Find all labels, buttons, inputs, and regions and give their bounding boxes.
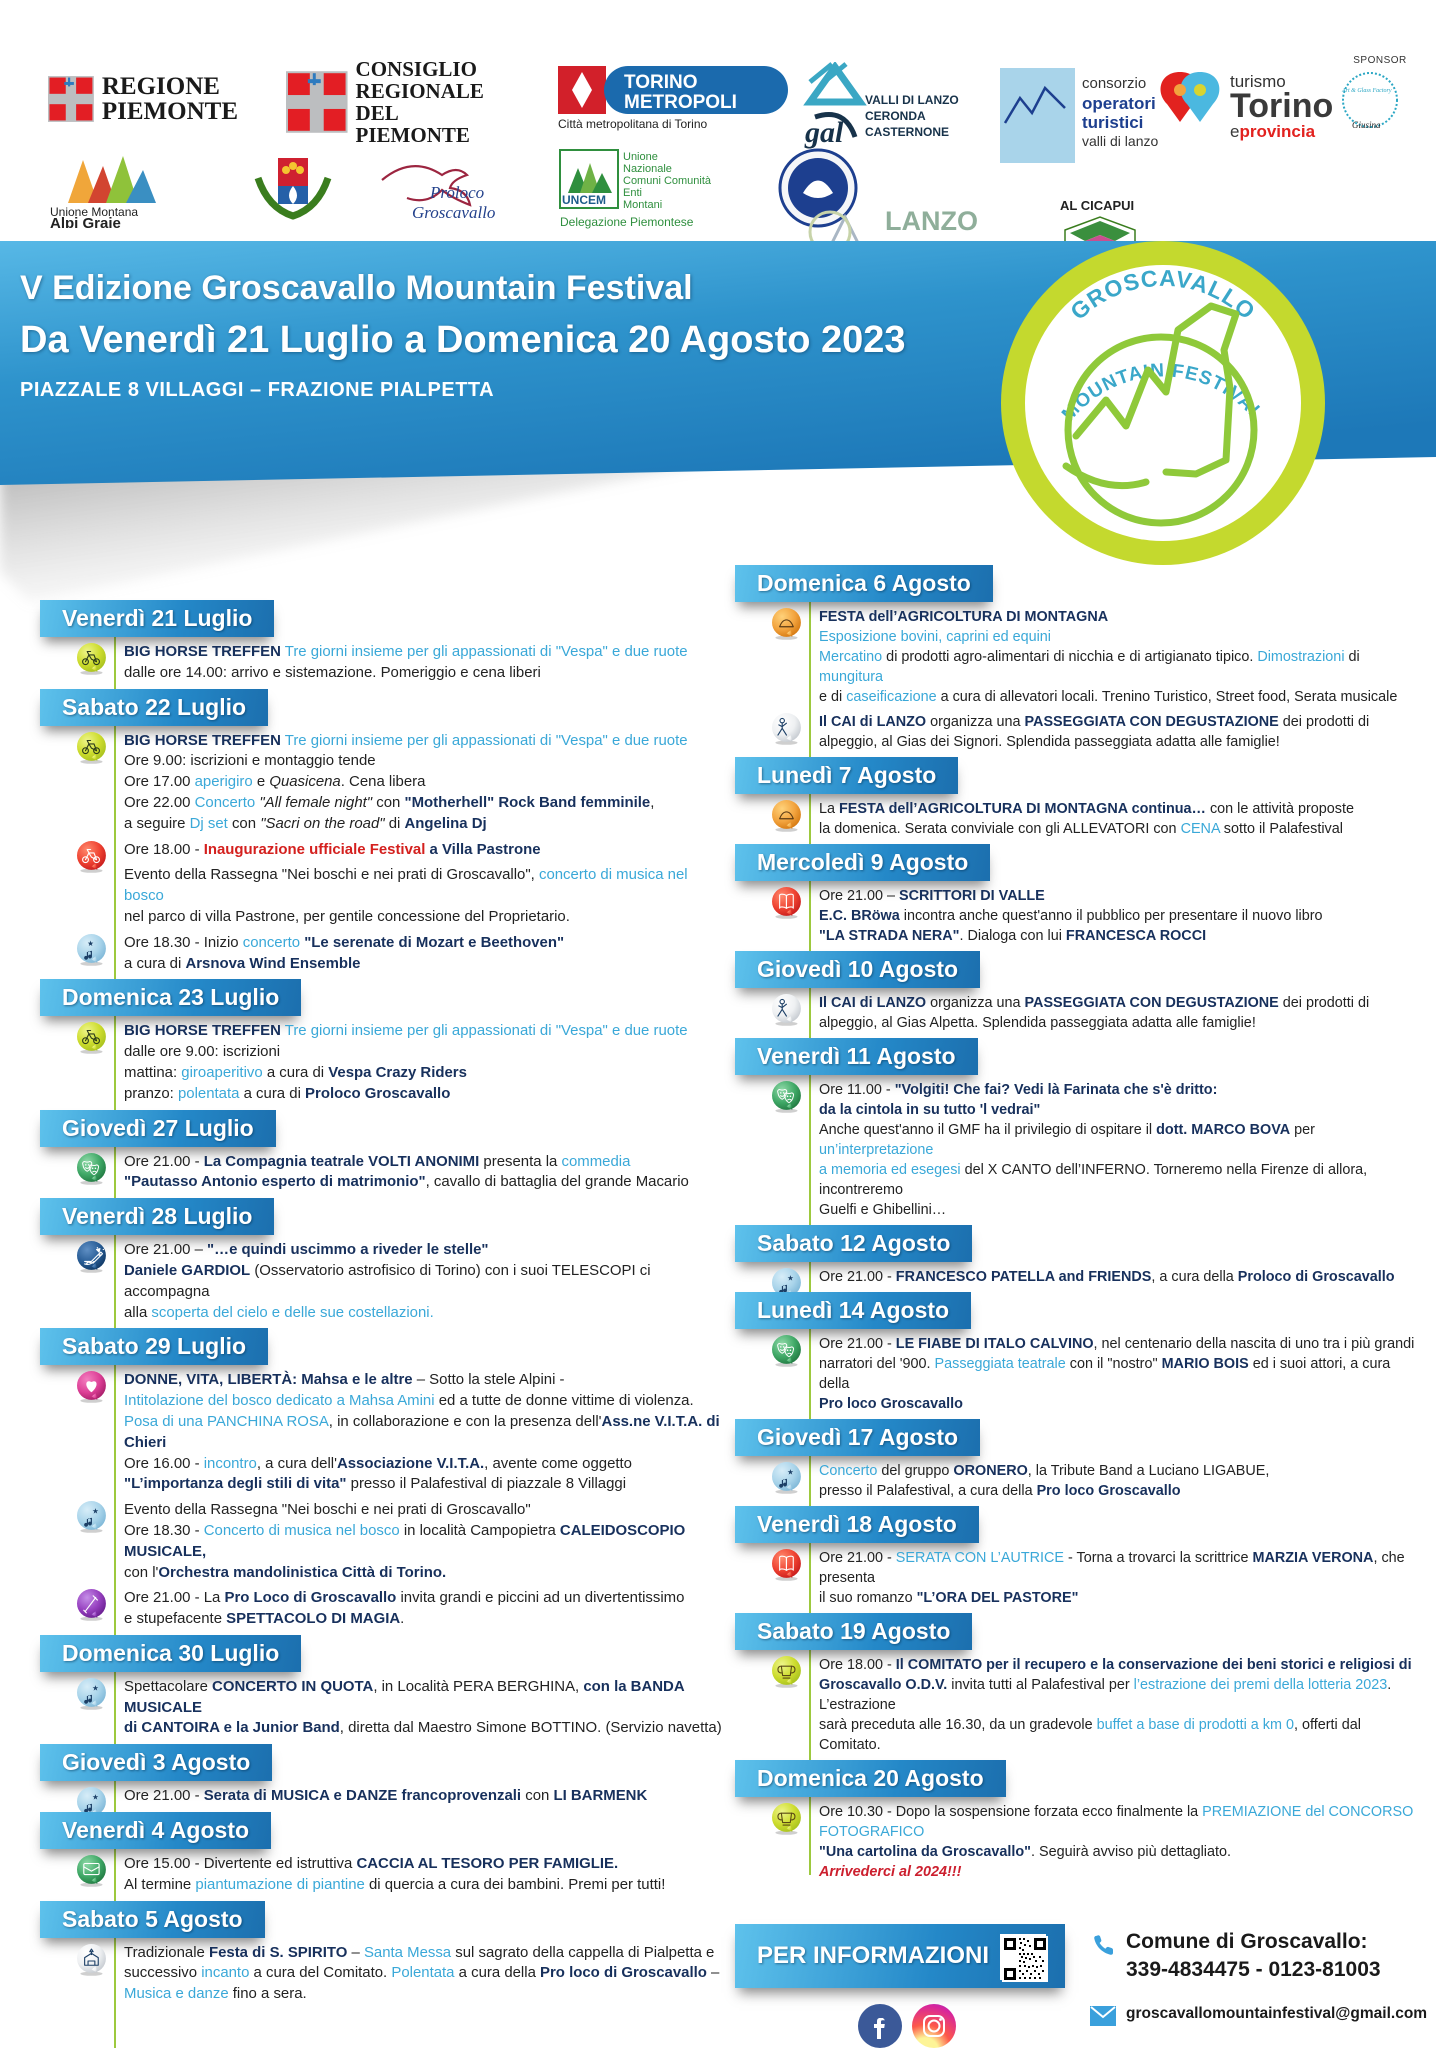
svg-text:VALLI DI LANZO: VALLI DI LANZO	[865, 93, 959, 107]
svg-text:Città metropolitana di Torino: Città metropolitana di Torino	[558, 117, 708, 131]
svg-text:turistici: turistici	[1082, 113, 1143, 132]
svg-text:Comuni Comunità: Comuni Comunità	[623, 175, 712, 187]
svg-text:Groscavallo: Groscavallo	[412, 203, 495, 222]
svg-text:Proloco: Proloco	[429, 183, 484, 202]
svg-text:operatori: operatori	[1082, 94, 1156, 113]
svg-text:Giusina: Giusina	[1352, 120, 1381, 130]
svg-text:Montani: Montani	[623, 199, 662, 211]
svg-text:Enti: Enti	[623, 187, 642, 199]
svg-text:CERONDA: CERONDA	[865, 109, 926, 123]
svg-text:eprovincia: eprovincia	[1230, 122, 1316, 141]
svg-text:Nazionale: Nazionale	[623, 163, 672, 175]
svg-text:gal: gal	[804, 116, 844, 149]
svg-text:Alpi Graie: Alpi Graie	[50, 215, 121, 228]
svg-text:METROPOLI: METROPOLI	[624, 92, 737, 113]
svg-text:Unione: Unione	[623, 151, 658, 163]
svg-text:Delegazione Piemontese: Delegazione Piemontese	[560, 215, 694, 229]
svg-text:consorzio: consorzio	[1082, 75, 1146, 92]
svg-text:Art & Glass Factory: Art & Glass Factory	[1341, 88, 1392, 94]
svg-text:valli di lanzo: valli di lanzo	[1082, 133, 1158, 149]
svg-text:Torino: Torino	[1230, 87, 1333, 125]
svg-text:UNCEM: UNCEM	[562, 193, 606, 207]
svg-text:TORINO: TORINO	[624, 72, 698, 93]
svg-text:LANZO: LANZO	[885, 206, 978, 236]
svg-text:CASTERNONE: CASTERNONE	[865, 125, 949, 139]
